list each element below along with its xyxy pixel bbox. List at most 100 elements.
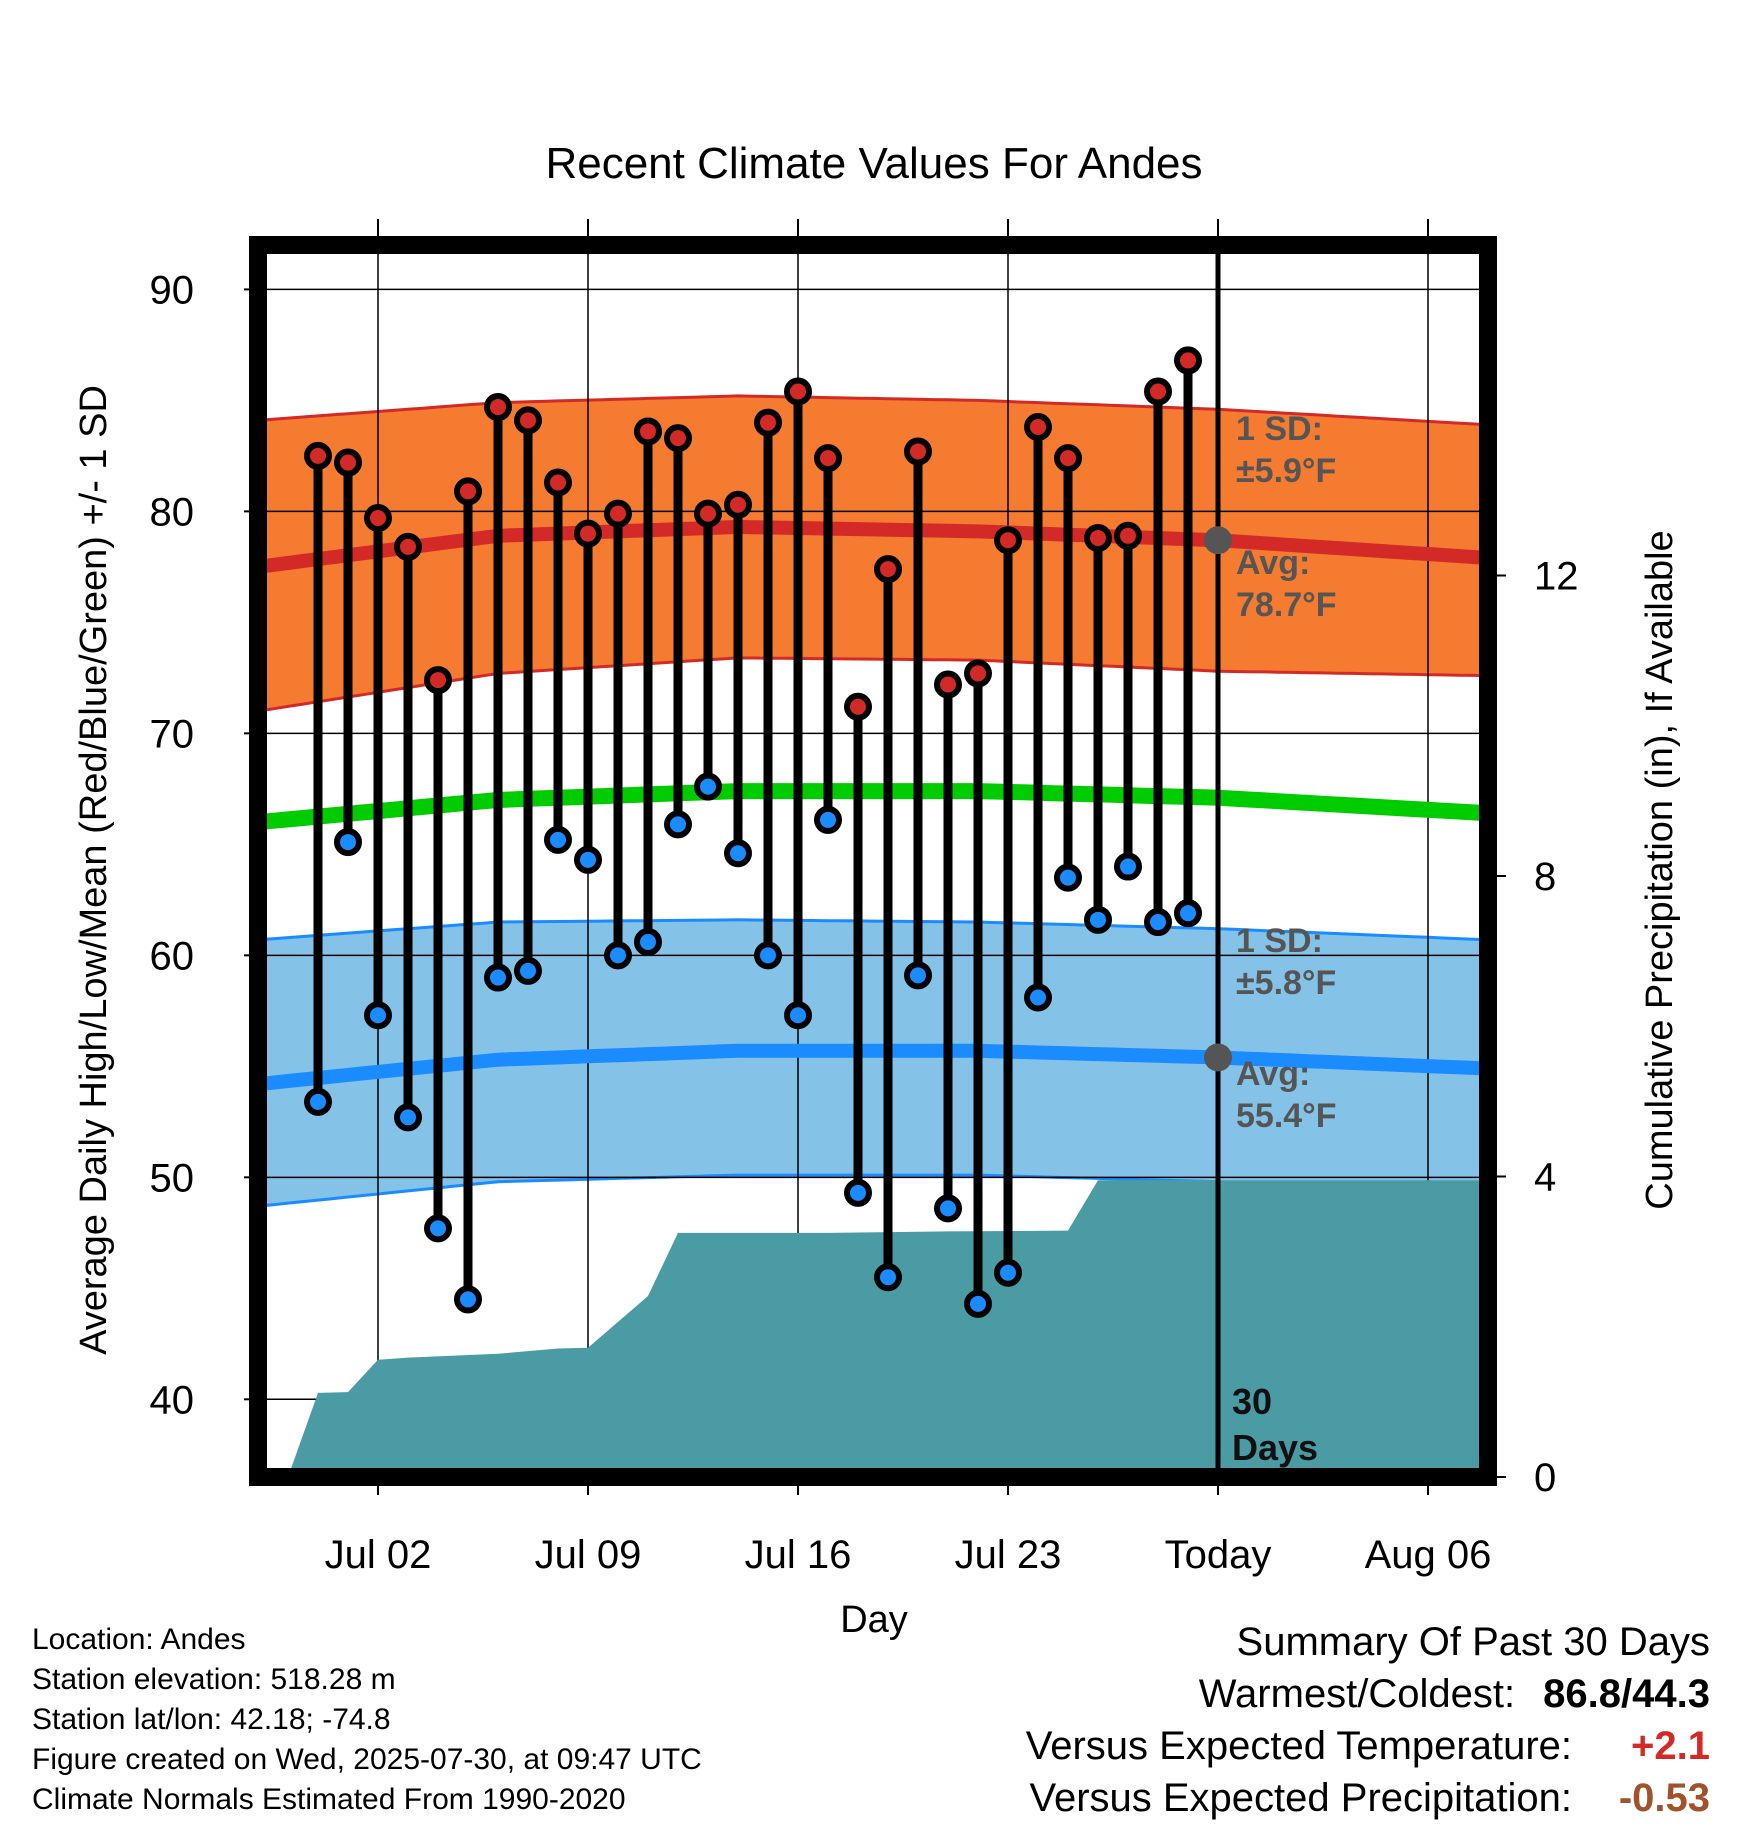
high-temp-point — [844, 692, 872, 721]
low-temp-point — [364, 1001, 392, 1030]
high-temp-point — [934, 670, 962, 699]
high-temp-point — [604, 499, 632, 528]
high-temp-point — [544, 468, 572, 497]
high-temp-point — [574, 519, 602, 548]
high-avg-annotation-line: Avg: — [1236, 544, 1310, 582]
y2-tick-label: 8 — [1534, 855, 1556, 899]
high-temp-point — [964, 659, 992, 688]
y2-tick-label: 12 — [1534, 555, 1579, 599]
low-avg-annotation: Avg: 55.4°F — [1236, 1055, 1337, 1135]
high-temp-point — [1174, 346, 1202, 375]
low-temp-point — [574, 845, 602, 874]
high-avg-marker — [1204, 526, 1232, 555]
high-temp-point — [514, 406, 542, 435]
high-temp-point — [694, 499, 722, 528]
high-temp-point — [724, 490, 752, 519]
x-tick-label: Jul 09 — [535, 1533, 642, 1577]
x-tick-label: Today — [1165, 1533, 1272, 1577]
low-temp-point — [844, 1178, 872, 1207]
plot-area: 1 SD: ±5.9°F Avg: 78.7°F 1 SD: ±5.8°F Avg: 55.4… — [258, 245, 1488, 1477]
location-text: Location: Andes — [32, 1623, 246, 1656]
days-label-line: 30 — [1232, 1381, 1272, 1422]
high-temp-point — [664, 424, 692, 453]
y-tick-label: 40 — [150, 1378, 195, 1422]
high-temp-point — [874, 555, 902, 584]
low-temp-point — [994, 1258, 1022, 1287]
low-temp-point — [544, 825, 572, 854]
summary-title: Summary Of Past 30 Days — [1236, 1620, 1710, 1664]
low-temp-point — [664, 810, 692, 839]
low-temp-point — [784, 1001, 812, 1030]
high-sd-annotation: 1 SD: ±5.9°F — [1236, 410, 1336, 490]
y-tick-label: 70 — [150, 712, 195, 756]
y2-axis-label: Cumulative Precipitation (in), If Availa… — [1639, 530, 1681, 1209]
days-label: 30 Days — [1232, 1381, 1318, 1468]
high-temp-point — [1144, 377, 1172, 406]
high-temp-point — [994, 526, 1022, 555]
days-label-line: Days — [1232, 1427, 1318, 1468]
y-tick-label: 60 — [150, 934, 195, 978]
low-temp-point — [1084, 905, 1112, 934]
low-temp-point — [1114, 852, 1142, 881]
low-temp-point — [634, 928, 662, 957]
low-temp-point — [1174, 899, 1202, 928]
precip-departure-value: -0.53 — [1618, 1776, 1710, 1820]
low-temp-point — [874, 1263, 902, 1292]
low-temp-point — [1024, 983, 1052, 1012]
low-avg-marker — [1204, 1043, 1232, 1072]
y-axis-label: Average Daily High/Low/Mean (Red/Blue/Gr… — [73, 385, 115, 1355]
high-temp-point — [304, 441, 332, 470]
high-temp-point — [424, 666, 452, 695]
high-temp-point — [904, 437, 932, 466]
high-temp-point — [1024, 413, 1052, 442]
high-temp-point — [754, 408, 782, 437]
low-temp-point — [1054, 863, 1082, 892]
low-temp-point — [304, 1087, 332, 1116]
low-temp-point — [964, 1289, 992, 1318]
precip-departure-row: Versus Expected Precipitation: -0.53 — [1026, 1772, 1710, 1824]
high-temp-point — [454, 477, 482, 506]
high-temp-point — [364, 504, 392, 533]
high-temp-point — [484, 393, 512, 422]
warmest-coldest-label: Warmest/Coldest: — [1198, 1672, 1516, 1716]
low-sd-annotation-line: ±5.8°F — [1236, 964, 1336, 1002]
low-temp-point — [904, 961, 932, 990]
station-info: Location: Andes Station elevation: 518.2… — [32, 1620, 702, 1820]
low-temp-point — [514, 956, 542, 985]
high-temp-point — [814, 444, 842, 473]
low-sd-annotation: 1 SD: ±5.8°F — [1236, 922, 1336, 1002]
x-tick-label: Jul 16 — [745, 1533, 852, 1577]
low-temp-point — [934, 1194, 962, 1223]
high-avg-annotation: Avg: 78.7°F — [1236, 544, 1337, 624]
temp-departure-value: +2.1 — [1631, 1724, 1710, 1768]
low-avg-annotation-line: Avg: — [1236, 1055, 1310, 1093]
plot-frame — [249, 236, 1497, 1486]
x-axis-label: Day — [840, 1599, 908, 1641]
y-tick-label: 90 — [150, 268, 195, 312]
normal-low-line — [258, 1043, 1488, 1092]
low-sd-annotation-line: 1 SD: — [1236, 922, 1323, 960]
high-temp-point — [1054, 444, 1082, 473]
low-temp-point — [1144, 908, 1172, 937]
low-temp-point — [694, 772, 722, 801]
high-avg-annotation-line: 78.7°F — [1236, 586, 1337, 624]
low-temp-point — [454, 1285, 482, 1314]
y2-tick-label: 0 — [1534, 1456, 1556, 1500]
normals-text: Climate Normals Estimated From 1990-2020 — [32, 1783, 626, 1816]
y-tick-label: 80 — [150, 490, 195, 534]
low-temp-point — [754, 941, 782, 970]
summary-panel: Summary Of Past 30 Days Warmest/Coldest:… — [1026, 1616, 1710, 1824]
chart-title: Recent Climate Values For Andes — [545, 139, 1202, 188]
x-tick-label: Aug 06 — [1365, 1533, 1492, 1577]
elevation-text: Station elevation: 518.28 m — [32, 1663, 396, 1696]
warmest-coldest-row: Warmest/Coldest: 86.8/44.3 — [1026, 1668, 1710, 1720]
x-tick-label: Jul 02 — [325, 1533, 432, 1577]
normal-high-line — [258, 519, 1488, 574]
temp-departure-row: Versus Expected Temperature: +2.1 — [1026, 1720, 1710, 1772]
precip-departure-label: Versus Expected Precipitation: — [1029, 1776, 1572, 1820]
warmest-value: 86.8 — [1543, 1672, 1622, 1716]
normal-mean-line — [258, 783, 1488, 831]
y2-tick-label: 4 — [1534, 1156, 1556, 1200]
coldest-value: 44.3 — [1632, 1672, 1710, 1716]
